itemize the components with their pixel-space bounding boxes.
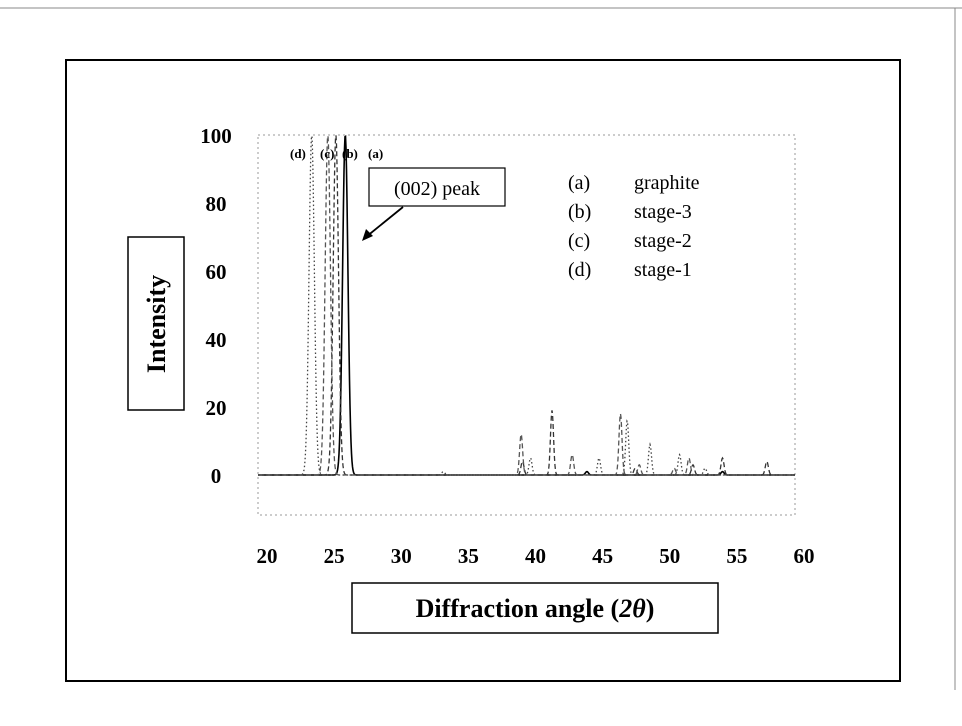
y-axis-ticks: 100 80 60 40 20 0 [200, 124, 232, 488]
peak-label-b: (b) [342, 146, 358, 161]
y-tick-label: 80 [206, 192, 227, 216]
x-tick-label: 45 [592, 544, 613, 568]
x-tick-label: 30 [391, 544, 412, 568]
x-axis-ticks: 20 25 30 35 40 45 50 55 60 [257, 544, 815, 568]
peak-label-c: (c) [320, 146, 334, 161]
x-tick-label: 40 [525, 544, 546, 568]
x-tick-label: 55 [726, 544, 747, 568]
outer-frame [65, 59, 901, 682]
y-tick-label: 20 [206, 396, 227, 420]
legend-label-d: stage-1 [634, 259, 692, 281]
series-line-b [258, 135, 795, 476]
y-tick-label: 0 [211, 464, 222, 488]
series-layer [258, 135, 795, 476]
y-tick-label: 60 [206, 260, 227, 284]
x-tick-label: 25 [324, 544, 345, 568]
legend-key-b: (b) [568, 201, 591, 223]
peak-label-d: (d) [290, 146, 306, 161]
legend-key-a: (a) [568, 172, 590, 194]
legend-key-c: (c) [568, 230, 590, 252]
theta-symbol: 2θ [618, 594, 646, 623]
x-axis-title: Diffraction angle (2θ) [416, 594, 655, 623]
x-tick-label: 50 [659, 544, 680, 568]
legend-label-a: graphite [634, 172, 700, 194]
legend-label-b: stage-3 [634, 201, 692, 223]
y-axis-title: Intensity [142, 275, 171, 373]
x-axis-title-box: Diffraction angle (2θ) [351, 582, 719, 634]
legend-label-c: stage-2 [634, 230, 692, 252]
y-tick-label: 100 [200, 124, 232, 148]
legend: (a) graphite (b) stage-3 (c) stage-2 (d)… [568, 172, 700, 281]
annotation-002-peak: (002) peak [362, 167, 506, 241]
series-line-d [258, 135, 795, 476]
plot-area [257, 134, 796, 516]
series-line-c [258, 135, 795, 476]
y-tick-label: 40 [206, 328, 227, 352]
annotation-text: (002) peak [394, 178, 480, 200]
peak-label-a: (a) [368, 146, 383, 161]
legend-key-d: (d) [568, 259, 591, 281]
x-tick-label: 20 [257, 544, 278, 568]
annotation-arrow-line [365, 206, 404, 238]
annotation-arrowhead [362, 229, 373, 241]
x-tick-label: 35 [458, 544, 479, 568]
y-axis-title-box: Intensity [127, 236, 185, 411]
x-tick-label: 60 [794, 544, 815, 568]
